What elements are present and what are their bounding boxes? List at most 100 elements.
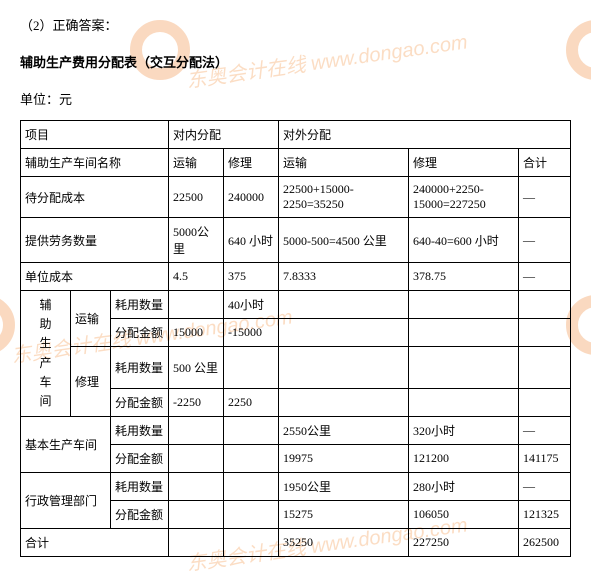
row-aux-workshop: 辅助生产车间 [21, 291, 71, 417]
cell-value: 4.5 [169, 263, 224, 291]
table-row: 行政管理部门 耗用数量 1950公里 280小时 — [21, 473, 571, 501]
cell-value [409, 319, 519, 347]
cell-value: 227250 [409, 529, 519, 557]
row-transport: 运输 [71, 291, 111, 347]
cell-value: 22500+15000-2250=35250 [279, 177, 409, 218]
row-consume-qty: 耗用数量 [111, 347, 169, 389]
cell-value: 280小时 [409, 473, 519, 501]
cell-value: 1950公里 [279, 473, 409, 501]
cell-value: -15000 [224, 319, 279, 347]
row-alloc-amount: 分配金额 [111, 445, 169, 473]
cell-value [169, 417, 224, 445]
row-consume-qty: 耗用数量 [111, 473, 169, 501]
cell-value [224, 529, 279, 557]
cell-value [169, 529, 224, 557]
table-row: 辅助生产车间名称 运输 修理 运输 修理 合计 [21, 149, 571, 177]
cell-value [519, 347, 571, 389]
answer-heading: （2）正确答案： [20, 15, 571, 34]
cell-value: 7.8333 [279, 263, 409, 291]
cell-value [519, 389, 571, 417]
header-transport: 运输 [169, 149, 224, 177]
cell-value: 15000 [169, 319, 224, 347]
table-row: 单位成本 4.5 375 7.8333 378.75 — [21, 263, 571, 291]
table-row: 基本生产车间 耗用数量 2550公里 320小时 — [21, 417, 571, 445]
cell-value [169, 473, 224, 501]
row-basic-workshop: 基本生产车间 [21, 417, 111, 473]
cell-value: 35250 [279, 529, 409, 557]
row-service-qty: 提供劳务数量 [21, 218, 169, 263]
cell-value: 22500 [169, 177, 224, 218]
header-inner-alloc: 对内分配 [169, 121, 279, 149]
table-row: 合计 35250 227250 262500 [21, 529, 571, 557]
header-outer-alloc: 对外分配 [279, 121, 571, 149]
cell-value [224, 445, 279, 473]
cell-value [224, 473, 279, 501]
cell-value: 40小时 [224, 291, 279, 319]
cell-value: 2550公里 [279, 417, 409, 445]
header-repair: 修理 [409, 149, 519, 177]
cell-value: 240000 [224, 177, 279, 218]
table-row: 修理 耗用数量 500 公里 [21, 347, 571, 389]
cell-value [409, 347, 519, 389]
cell-value [519, 291, 571, 319]
cell-value [279, 319, 409, 347]
cell-value: 240000+2250-15000=227250 [409, 177, 519, 218]
cell-value [279, 347, 409, 389]
cell-value [169, 501, 224, 529]
cell-value [224, 501, 279, 529]
table-row: 提供劳务数量 5000公里 640 小时 5000-500=4500 公里 64… [21, 218, 571, 263]
cell-value [279, 389, 409, 417]
cell-value: 106050 [409, 501, 519, 529]
cell-value [169, 445, 224, 473]
row-pending-cost: 待分配成本 [21, 177, 169, 218]
table-row: 项目 对内分配 对外分配 [21, 121, 571, 149]
cell-value: 320小时 [409, 417, 519, 445]
cell-value: 15275 [279, 501, 409, 529]
cell-value: 378.75 [409, 263, 519, 291]
cell-value: 640 小时 [224, 218, 279, 263]
row-admin-dept: 行政管理部门 [21, 473, 111, 529]
unit-label: 单位：元 [20, 89, 571, 108]
cell-value [224, 347, 279, 389]
cell-value: 640-40=600 小时 [409, 218, 519, 263]
header-transport: 运输 [279, 149, 409, 177]
cell-value: — [519, 417, 571, 445]
cell-value: 121200 [409, 445, 519, 473]
cell-value: — [519, 263, 571, 291]
header-total: 合计 [519, 149, 571, 177]
table-title: 辅助生产费用分配表（交互分配法） [20, 52, 571, 71]
cell-value: 5000公里 [169, 218, 224, 263]
cell-value [169, 291, 224, 319]
header-item: 项目 [21, 121, 169, 149]
cell-value [409, 389, 519, 417]
row-consume-qty: 耗用数量 [111, 291, 169, 319]
cell-value: 141175 [519, 445, 571, 473]
cell-value: 5000-500=4500 公里 [279, 218, 409, 263]
cell-value [224, 417, 279, 445]
row-unit-cost: 单位成本 [21, 263, 169, 291]
cell-value: 262500 [519, 529, 571, 557]
cell-value: -2250 [169, 389, 224, 417]
table-row: 待分配成本 22500 240000 22500+15000-2250=3525… [21, 177, 571, 218]
cell-value: — [519, 218, 571, 263]
header-repair: 修理 [224, 149, 279, 177]
row-consume-qty: 耗用数量 [111, 417, 169, 445]
row-repair: 修理 [71, 347, 111, 417]
header-workshop: 辅助生产车间名称 [21, 149, 169, 177]
cell-value: 375 [224, 263, 279, 291]
cell-value: 2250 [224, 389, 279, 417]
allocation-table: 项目 对内分配 对外分配 辅助生产车间名称 运输 修理 运输 修理 合计 待分配… [20, 120, 571, 557]
row-alloc-amount: 分配金额 [111, 501, 169, 529]
row-grand-total: 合计 [21, 529, 169, 557]
cell-value: 19975 [279, 445, 409, 473]
table-row: 辅助生产车间 运输 耗用数量 40小时 [21, 291, 571, 319]
row-alloc-amount: 分配金额 [111, 319, 169, 347]
cell-value: — [519, 177, 571, 218]
cell-value [519, 319, 571, 347]
row-alloc-amount: 分配金额 [111, 389, 169, 417]
cell-value: — [519, 473, 571, 501]
cell-value [409, 291, 519, 319]
cell-value: 500 公里 [169, 347, 224, 389]
cell-value [279, 291, 409, 319]
cell-value: 121325 [519, 501, 571, 529]
